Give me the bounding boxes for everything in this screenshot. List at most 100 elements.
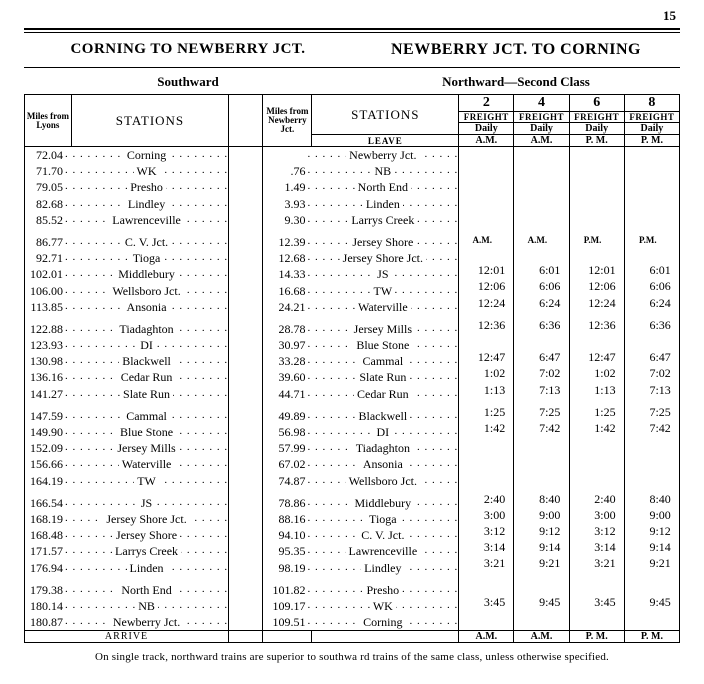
- time-value: 1:42: [570, 420, 622, 436]
- north-miles: 88.16: [263, 511, 307, 527]
- time-value: 1:02: [570, 365, 622, 381]
- time-value: 8:40: [625, 491, 677, 507]
- top-rule: [24, 28, 680, 33]
- time-row: [459, 246, 513, 262]
- time-row: 1:42: [459, 420, 513, 436]
- north-station: NB: [307, 163, 458, 179]
- south-miles: 130.98: [25, 353, 65, 369]
- time-value: 12:01: [459, 262, 511, 278]
- south-row: 156.66Waterville: [25, 456, 228, 472]
- time-value: 12:47: [570, 349, 622, 365]
- south-row: 136.16Cedar Run: [25, 369, 228, 385]
- north-row: Newberry Jct.: [263, 147, 458, 163]
- south-miles: 123.93: [25, 337, 65, 353]
- south-row: 180.87Newberry Jct.: [25, 614, 228, 630]
- time-value: 9:00: [625, 507, 677, 523]
- time-value: A.M.: [459, 234, 511, 246]
- time-row: 12:06: [570, 278, 624, 294]
- arrive-label-south: ARRIVE: [25, 631, 229, 643]
- time-value: 6:24: [625, 295, 677, 311]
- time-row: 9:21: [625, 555, 679, 571]
- time-row: 7:13: [514, 382, 568, 398]
- time-value: [459, 246, 511, 262]
- time-value: 3:00: [570, 507, 622, 523]
- time-row: [459, 147, 513, 163]
- train-4-num: 4: [514, 95, 569, 112]
- north-row: 95.35Lawrenceville: [263, 543, 458, 559]
- north-station: Cedar Run: [307, 386, 458, 402]
- south-row: 106.00Wellsboro Jct.: [25, 283, 228, 299]
- page-number: 15: [24, 8, 680, 24]
- time-value: 7:13: [514, 382, 566, 398]
- time-value: P.M.: [570, 234, 622, 246]
- south-station: Ansonia: [65, 299, 228, 315]
- subheading-northward: Northward—Second Class: [352, 74, 680, 90]
- time-value: 6:24: [514, 295, 566, 311]
- north-miles: 3.93: [263, 196, 307, 212]
- body-row: 72.04Corning71.70WK79.05Presho82.68Lindl…: [25, 147, 680, 631]
- south-miles: 86.77: [25, 234, 65, 250]
- time-row: 3:14: [459, 539, 513, 555]
- south-station: Middlebury: [65, 266, 228, 282]
- time-value: 1:25: [459, 404, 511, 420]
- time-row: [514, 246, 568, 262]
- time-row: 7:25: [514, 404, 568, 420]
- south-station: Cedar Run: [65, 369, 228, 385]
- time-row: [625, 610, 679, 626]
- north-station: Jersey Mills: [307, 321, 458, 337]
- north-station: Jersey Shore Jct.: [307, 250, 458, 266]
- south-station: DI: [65, 337, 228, 353]
- time-row: P.M.: [570, 234, 624, 246]
- north-station: Linden: [307, 196, 458, 212]
- timetable: Miles from Lyons STATIONS Miles from New…: [24, 94, 680, 643]
- train-6-period: P. M.: [569, 135, 624, 147]
- time-row: 3:12: [459, 523, 513, 539]
- south-row: 123.93DI: [25, 337, 228, 353]
- time-value: [625, 610, 677, 626]
- time-value: 7:25: [514, 404, 566, 420]
- time-value: [459, 436, 511, 452]
- south-station: WK: [65, 163, 228, 179]
- north-row: .76NB: [263, 163, 458, 179]
- time-value: [514, 333, 566, 349]
- time-row: [514, 436, 568, 452]
- time-value: 7:02: [625, 365, 677, 381]
- time-row: [570, 212, 624, 228]
- south-miles: 79.05: [25, 179, 65, 195]
- south-miles: 168.48: [25, 527, 65, 543]
- train-6-times: P.M. 12:0112:0612:2412:36 12:471:021:131…: [569, 147, 624, 631]
- time-value: [570, 163, 622, 179]
- north-row: 88.16Tioga: [263, 511, 458, 527]
- south-station: North End: [65, 582, 228, 598]
- south-row: 72.04Corning: [25, 147, 228, 163]
- time-value: [625, 333, 677, 349]
- time-row: 1:13: [459, 382, 513, 398]
- time-value: [459, 196, 511, 212]
- time-value: [570, 246, 622, 262]
- south-station: Tiadaghton: [65, 321, 228, 337]
- time-row: 12:24: [459, 295, 513, 311]
- time-value: [459, 610, 511, 626]
- north-station: Blue Stone: [307, 337, 458, 353]
- time-row: 12:01: [459, 262, 513, 278]
- train-6-num: 6: [569, 95, 624, 112]
- south-station: NB: [65, 598, 228, 614]
- train-4-times: A.M. 6:016:066:246:36 6:477:027:137:257:…: [514, 147, 569, 631]
- south-miles: 171.57: [25, 543, 65, 559]
- north-miles: [263, 147, 307, 163]
- train-8-freq: Daily: [624, 123, 679, 135]
- south-row: 166.54JS: [25, 495, 228, 511]
- time-row: [459, 196, 513, 212]
- north-miles: 74.87: [263, 473, 307, 489]
- time-value: 6:01: [625, 262, 677, 278]
- time-row: A.M.: [514, 234, 568, 246]
- south-row: 149.90Blue Stone: [25, 424, 228, 440]
- south-miles: 168.19: [25, 511, 65, 527]
- time-row: 12:36: [570, 317, 624, 333]
- north-station: Newberry Jct.: [307, 147, 458, 163]
- time-row: 3:45: [459, 594, 513, 610]
- time-value: [514, 610, 566, 626]
- south-row: 141.27Slate Run: [25, 386, 228, 402]
- north-station: Wellsboro Jct.: [307, 473, 458, 489]
- col-stations-north: STATIONS: [312, 95, 459, 135]
